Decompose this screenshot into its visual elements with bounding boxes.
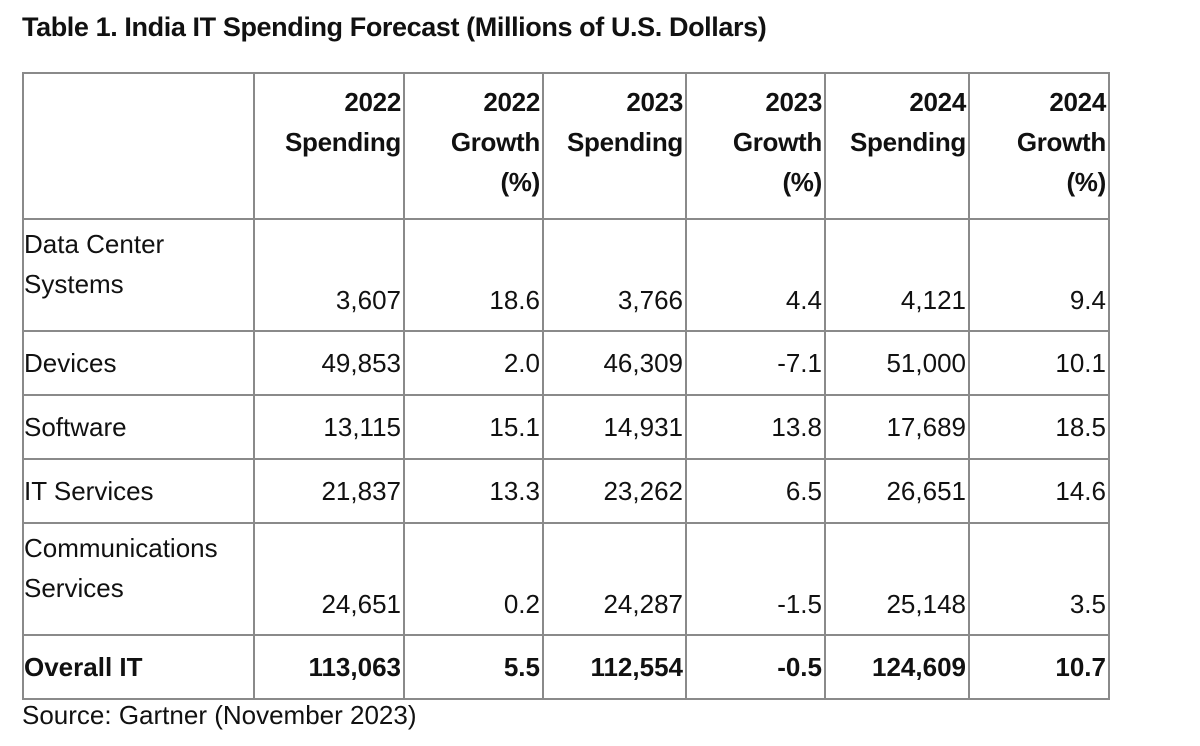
table-row: Devices 49,853 2.0 46,309 -7.1 51,000 10… [22, 330, 1110, 396]
source-note: Source: Gartner (November 2023) [22, 700, 417, 730]
column-header: 2022 Growth (%) [403, 72, 544, 220]
table-cell: 6.5 [685, 458, 826, 524]
table-header-row: 2022 Spending 2022 Growth (%) 2023 Spend… [22, 72, 1110, 220]
table-cell: 10.7 [968, 634, 1110, 700]
column-header: 2024 Growth (%) [968, 72, 1110, 220]
row-label: Devices [22, 330, 255, 396]
row-label: Communications Services [22, 522, 255, 636]
table-cell: -1.5 [685, 522, 826, 636]
table-cell: 0.2 [403, 522, 544, 636]
table-cell: 2.0 [403, 330, 544, 396]
table-title: Table 1. India IT Spending Forecast (Mil… [22, 12, 767, 42]
table-cell: 51,000 [824, 330, 970, 396]
row-label: Overall IT [22, 634, 255, 700]
table-row: Software 13,115 15.1 14,931 13.8 17,689 … [22, 394, 1110, 460]
table-total-row: Overall IT 113,063 5.5 112,554 -0.5 124,… [22, 634, 1110, 700]
table-cell: 24,651 [253, 522, 405, 636]
table-cell: 24,287 [542, 522, 687, 636]
row-label: Software [22, 394, 255, 460]
table-cell: 14.6 [968, 458, 1110, 524]
table-cell: 23,262 [542, 458, 687, 524]
table-row: Data Center Systems 3,607 18.6 3,766 4.4… [22, 218, 1110, 332]
table-cell: 10.1 [968, 330, 1110, 396]
column-header: 2024 Spending [824, 72, 970, 220]
table-cell: 9.4 [968, 218, 1110, 332]
table-cell: 4,121 [824, 218, 970, 332]
table-cell: 4.4 [685, 218, 826, 332]
row-label: Data Center Systems [22, 218, 255, 332]
table-cell: 3,766 [542, 218, 687, 332]
table-cell: 21,837 [253, 458, 405, 524]
table-cell: 112,554 [542, 634, 687, 700]
table-cell: 15.1 [403, 394, 544, 460]
table-row: Communications Services 24,651 0.2 24,28… [22, 522, 1110, 636]
column-header: 2022 Spending [253, 72, 405, 220]
table-cell: 13,115 [253, 394, 405, 460]
table-cell: 113,063 [253, 634, 405, 700]
it-spending-table: 2022 Spending 2022 Growth (%) 2023 Spend… [22, 72, 1110, 700]
table-cell: 124,609 [824, 634, 970, 700]
table-cell: 46,309 [542, 330, 687, 396]
table-cell: 17,689 [824, 394, 970, 460]
table-cell: 3.5 [968, 522, 1110, 636]
table-row: IT Services 21,837 13.3 23,262 6.5 26,65… [22, 458, 1110, 524]
table-cell: 13.8 [685, 394, 826, 460]
table-cell: 18.6 [403, 218, 544, 332]
table-cell: 14,931 [542, 394, 687, 460]
table-cell: -7.1 [685, 330, 826, 396]
table-cell: -0.5 [685, 634, 826, 700]
table-cell: 25,148 [824, 522, 970, 636]
table-cell: 5.5 [403, 634, 544, 700]
column-header: 2023 Spending [542, 72, 687, 220]
column-header: 2023 Growth (%) [685, 72, 826, 220]
table-cell: 49,853 [253, 330, 405, 396]
header-corner-cell [22, 72, 255, 220]
table-cell: 3,607 [253, 218, 405, 332]
row-label: IT Services [22, 458, 255, 524]
table-cell: 18.5 [968, 394, 1110, 460]
table-cell: 26,651 [824, 458, 970, 524]
table-cell: 13.3 [403, 458, 544, 524]
